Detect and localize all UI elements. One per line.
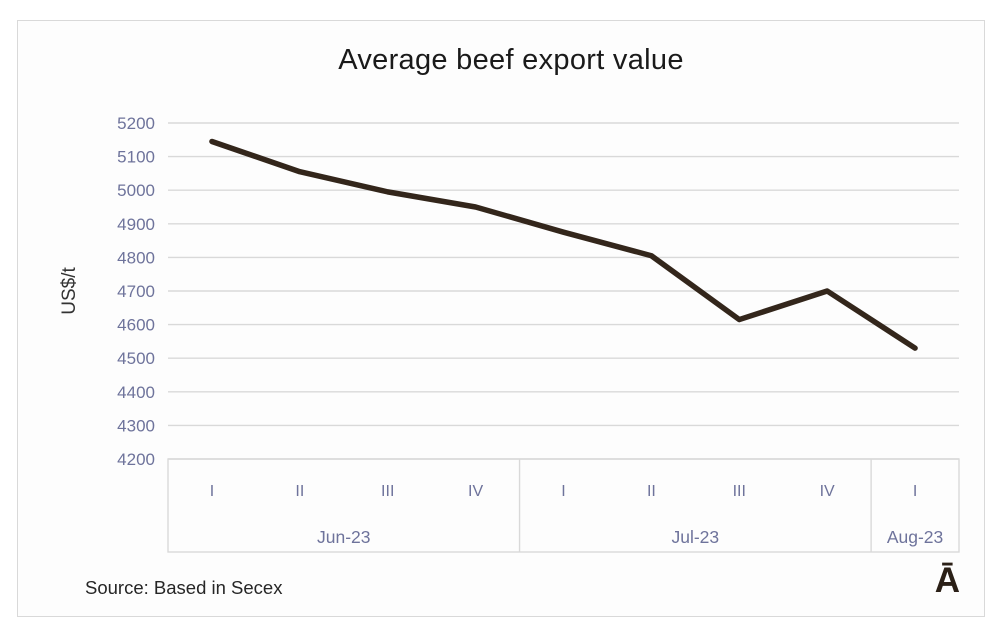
plot-area: 5200 5100 5000 4900 4800 4700 4600 4500 4400 4300… [117, 114, 960, 553]
y-tick-label: 4600 [117, 316, 155, 335]
week-tick-label: II [295, 483, 304, 500]
month-label: Aug-23 [887, 527, 943, 547]
week-tick-label: IV [468, 483, 483, 500]
y-axis-title: US$/t [59, 267, 80, 315]
chart-title: Average beef export value [338, 44, 684, 76]
week-tick-label: II [647, 483, 656, 500]
week-tick-label: III [733, 483, 746, 500]
month-label: Jul-23 [671, 527, 719, 547]
week-tick-label: I [561, 483, 565, 500]
y-tick-label: 4500 [117, 349, 155, 368]
week-tick-label: IV [820, 483, 835, 500]
y-tick-label: 4800 [117, 248, 155, 267]
y-tick-label: 4400 [117, 383, 155, 402]
week-tick-label: III [381, 483, 394, 500]
week-tick-label: I [210, 483, 214, 500]
y-tick-label: 4900 [117, 215, 155, 234]
week-tick-label: I [913, 483, 917, 500]
y-tick-label: 4200 [117, 450, 155, 469]
series-line [209, 138, 918, 351]
logo-mark: Ā [934, 561, 960, 600]
chart-frame: 5200 5100 5000 4900 4800 4700 4600 4500 4400 4300… [17, 20, 985, 617]
y-tick-label: 5200 [117, 114, 155, 133]
x-axis-box [167, 458, 960, 553]
y-tick-label: 5100 [117, 148, 155, 167]
y-tick-label: 5000 [117, 181, 155, 200]
month-label: Jun-23 [317, 527, 371, 547]
y-tick-label: 4300 [117, 416, 155, 435]
y-tick-label: 4700 [117, 282, 155, 301]
source-note: Source: Based in Secex [85, 577, 283, 598]
